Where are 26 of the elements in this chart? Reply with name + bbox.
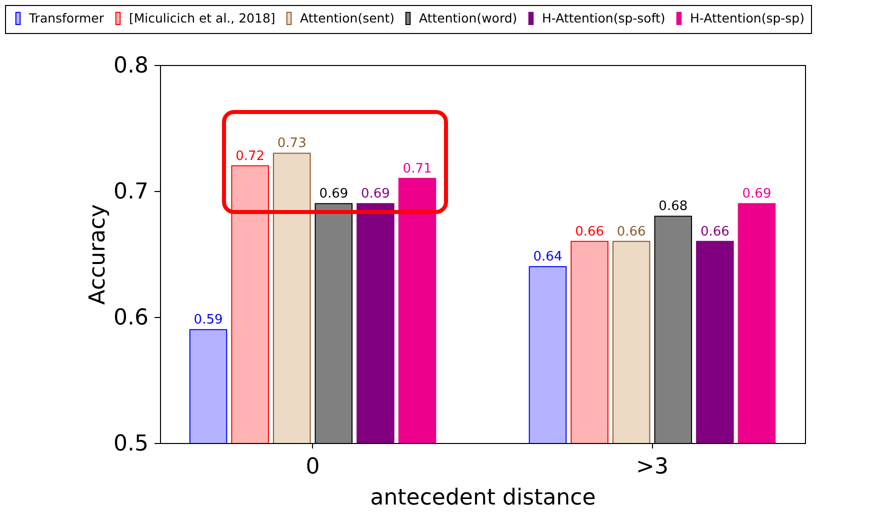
data-label: 0.64 xyxy=(533,250,562,265)
y-axis-title: Accuracy xyxy=(86,204,111,305)
data-label: 0.66 xyxy=(575,224,604,240)
data-label: 0.72 xyxy=(236,148,265,164)
x-tick-label: >3 xyxy=(636,454,668,480)
legend-label: Attention(word) xyxy=(419,10,518,26)
data-label: 0.69 xyxy=(319,186,348,202)
data-label: 0.59 xyxy=(194,312,223,328)
legend-label: H-Attention(sp-sp) xyxy=(690,10,804,26)
y-tick-label: 0.7 xyxy=(114,180,148,204)
legend-label: H-Attention(sp-soft) xyxy=(542,10,666,26)
legend-label: Transformer xyxy=(28,10,105,26)
data-label: 0.68 xyxy=(658,199,688,214)
data-label: 0.66 xyxy=(616,224,646,240)
data-label: 0.69 xyxy=(360,186,390,202)
legend-label: [Miculicich et al., 2018] xyxy=(129,10,276,26)
y-tick-label: 0.5 xyxy=(114,432,148,456)
y-tick-label: 0.6 xyxy=(114,306,148,330)
x-axis-title: antecedent distance xyxy=(370,486,596,510)
data-label: 0.73 xyxy=(277,136,306,152)
data-label: 0.69 xyxy=(742,186,772,202)
y-tick-label: 0.8 xyxy=(114,54,148,78)
data-label: 0.66 xyxy=(700,224,730,240)
x-tick-label: 0 xyxy=(306,454,320,480)
data-label: 0.71 xyxy=(402,161,432,176)
legend-label: Attention(sent) xyxy=(300,10,394,26)
